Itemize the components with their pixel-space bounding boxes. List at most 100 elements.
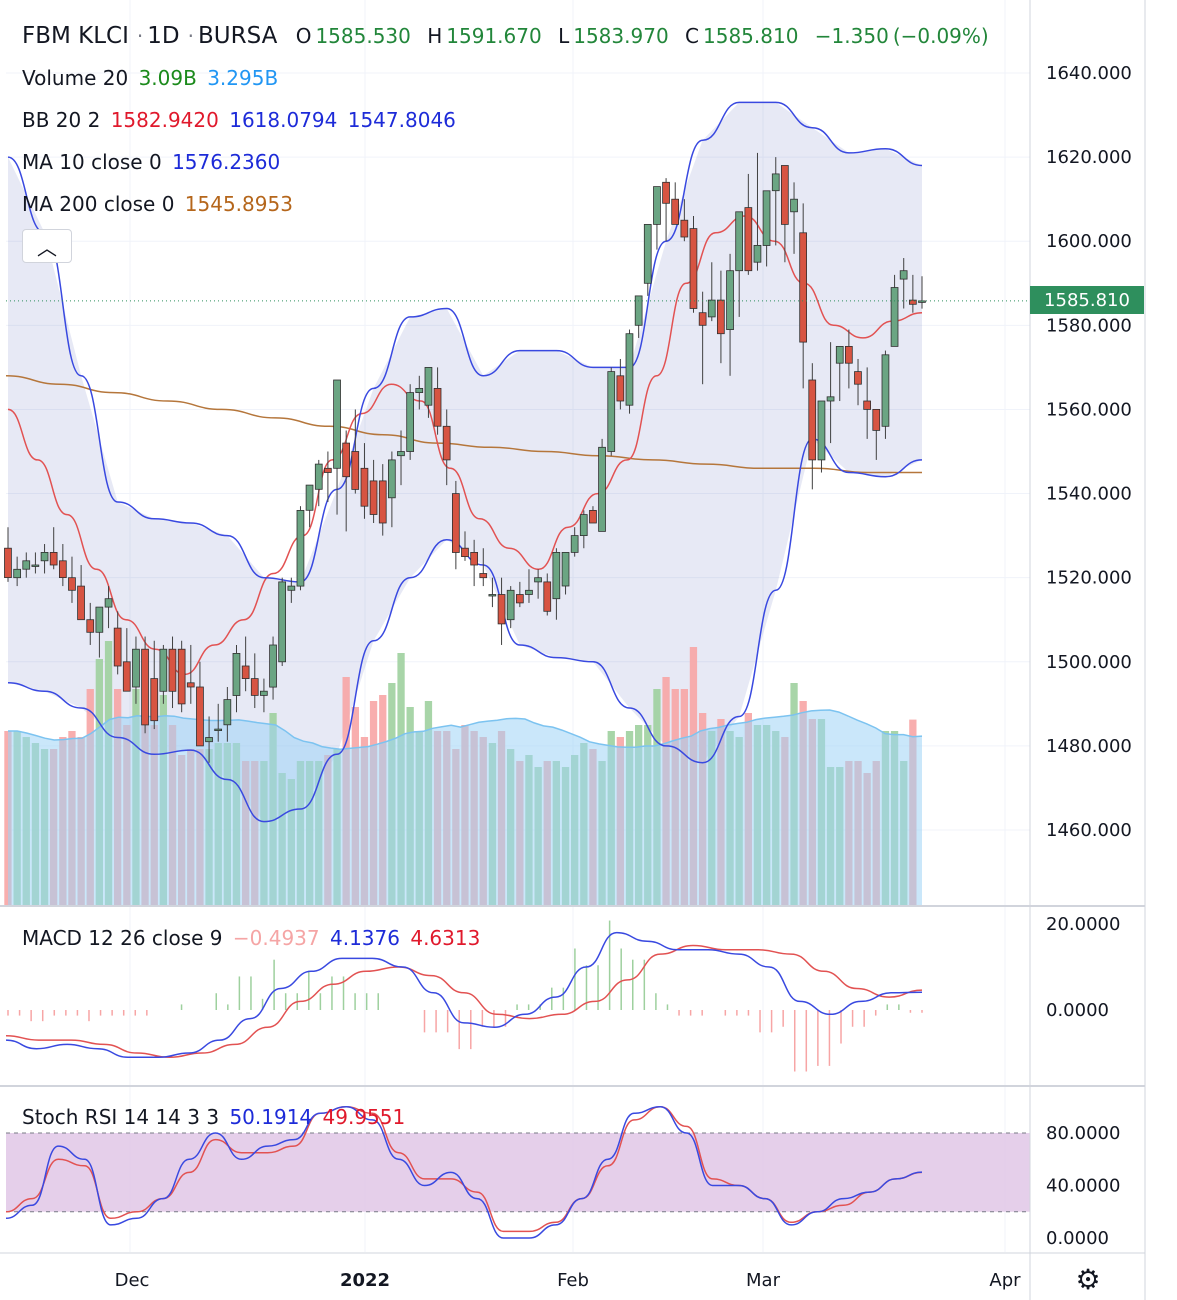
high-value: 1591.670 [446, 24, 542, 48]
candle-body [122, 661, 131, 692]
candle-body [205, 737, 213, 743]
candle-body [424, 366, 433, 406]
candle-body [717, 299, 725, 335]
axes: 1640.000 1620.000 1600.000 1580.000 1560.000… [0, 0, 1146, 1300]
candle-body [918, 300, 926, 303]
macd-label: MACD 12 26 close 9 [22, 926, 223, 950]
candle-body [415, 387, 424, 393]
price-tick-label: 1480.000 [1046, 736, 1132, 757]
ma10-legend[interactable]: MA 10 close 0 1576.2360 [22, 150, 284, 174]
candle-body [77, 585, 85, 621]
candle-body [59, 560, 67, 578]
candle-body [653, 186, 661, 225]
low-label: L [558, 24, 570, 48]
candle-body [378, 480, 387, 524]
candle-body [232, 653, 241, 696]
time-tick-label: 2022 [340, 1270, 390, 1291]
candle-body [808, 379, 817, 461]
candle-body [543, 581, 552, 612]
candle-body [241, 665, 250, 680]
candle-body [680, 219, 689, 238]
candle-body [534, 577, 542, 583]
bb-basis-line [7, 215, 923, 676]
candle-body [479, 573, 488, 579]
candle-body [781, 165, 789, 225]
price-tick-label: 1580.000 [1046, 315, 1132, 336]
close-value: 1585.810 [703, 24, 799, 48]
macd-tick-label: 20.0000 [1046, 914, 1120, 935]
candle-body [31, 564, 40, 567]
stoch-d-value: 49.9551 [322, 1105, 406, 1129]
change-percent: (−0.09%) [892, 24, 989, 48]
bb-upper-value: 1618.0794 [229, 108, 338, 132]
candle-body [351, 451, 360, 490]
stoch-band [6, 1133, 1030, 1212]
ma200-legend[interactable]: MA 200 close 0 1545.8953 [22, 192, 297, 216]
candle-body [790, 198, 798, 213]
candle-body [589, 509, 597, 524]
candle-body [214, 728, 222, 731]
volume-legend[interactable]: Volume 20 3.09B 3.295B [22, 66, 282, 90]
candle-body [689, 228, 698, 309]
candle-body [771, 173, 780, 192]
volume-label: Volume 20 [22, 66, 129, 90]
candle-body [177, 648, 186, 705]
stoch-legend[interactable]: Stoch RSI 14 14 3 3 50.1914 49.9551 [22, 1105, 409, 1129]
change-value: −1.350 [814, 24, 889, 48]
candle-body [22, 560, 31, 570]
ma10-label: MA 10 close 0 [22, 150, 162, 174]
volume-ma-area [8, 710, 922, 905]
candle-body [726, 270, 734, 331]
candle-body [707, 299, 716, 318]
candle-body [342, 442, 351, 478]
candle-body [607, 371, 616, 452]
macd-legend[interactable]: MACD 12 26 close 9 −0.4937 4.1376 4.6313 [22, 926, 484, 950]
candle-body [451, 493, 460, 553]
candle-body [68, 577, 76, 591]
candle-body [497, 594, 506, 625]
candle-body [168, 648, 177, 692]
stoch-tick-label: 40.0000 [1046, 1176, 1120, 1197]
candle-body [259, 690, 268, 696]
symbol-name[interactable]: FBM KLCI [22, 23, 129, 49]
candle-body [516, 594, 524, 604]
price-tick-label: 1500.000 [1046, 652, 1132, 673]
candle-body [579, 514, 588, 536]
macd-histogram-value: −0.4937 [232, 926, 320, 950]
ma200-line [5, 375, 922, 474]
candle-body [40, 552, 49, 562]
stoch-k-line [5, 1106, 923, 1239]
stoch-label: Stoch RSI 14 14 3 3 [22, 1105, 220, 1129]
candle-body [141, 648, 149, 726]
candle-body [598, 446, 606, 532]
bb-upper-line [7, 101, 923, 583]
low-value: 1583.970 [573, 24, 669, 48]
bb-legend[interactable]: BB 20 2 1582.9420 1618.0794 1547.8046 [22, 108, 460, 132]
candle-body [817, 400, 826, 461]
interval[interactable]: 1D [147, 23, 180, 49]
time-tick-label: Mar [746, 1270, 781, 1291]
settings-button[interactable]: ⚙ [1068, 1262, 1108, 1296]
price-tick-label: 1520.000 [1046, 568, 1132, 589]
candle-body [387, 459, 396, 499]
exchange: BURSA [197, 23, 278, 49]
candle-body [909, 299, 917, 305]
high-label: H [427, 24, 443, 48]
collapse-legend-button[interactable]: ︿ [22, 229, 72, 263]
candle-body [698, 312, 707, 326]
ma10-value: 1576.2360 [172, 150, 281, 174]
candle-body [506, 589, 515, 621]
candle-body [159, 648, 168, 692]
candle-body [826, 396, 835, 402]
stoch-k-value: 50.1914 [229, 1105, 313, 1129]
candle-body [369, 480, 378, 515]
candle-body [753, 244, 762, 263]
candle-body [360, 467, 369, 507]
gear-icon: ⚙ [1075, 1262, 1101, 1296]
volume-bar [4, 731, 12, 905]
price-tick-label: 1560.000 [1046, 399, 1132, 420]
candle-body [196, 686, 204, 747]
open-label: O [295, 24, 312, 48]
